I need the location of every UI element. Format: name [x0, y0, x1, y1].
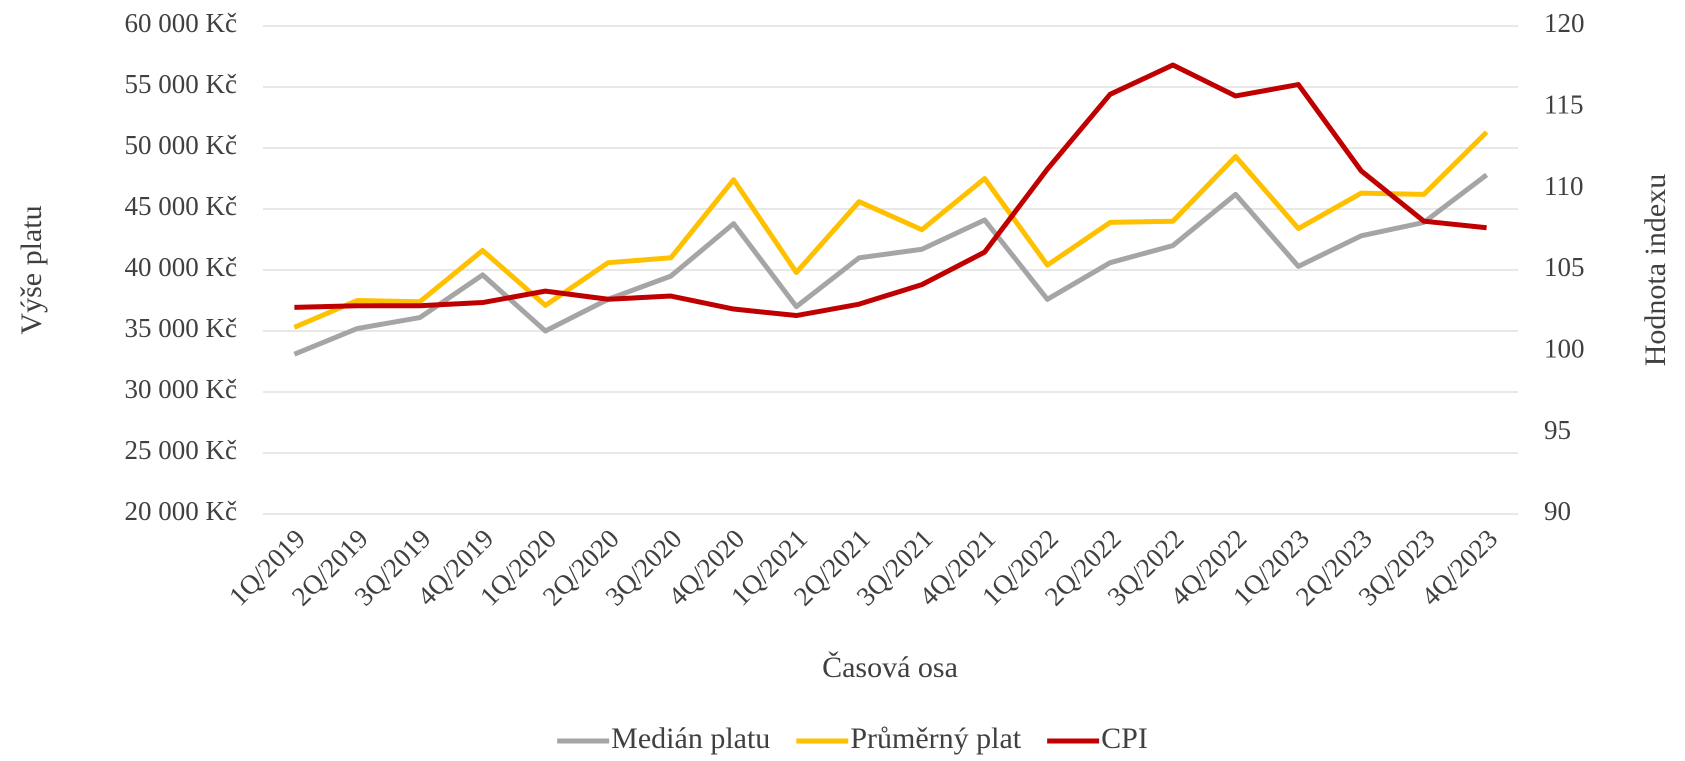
series-line	[293, 172, 1489, 357]
y2-tick-label: 120	[1544, 8, 1585, 38]
y2-tick-label: 115	[1544, 90, 1584, 120]
y2-tick-label: 100	[1544, 334, 1585, 364]
y-tick-label: 25 000 Kč	[125, 435, 237, 465]
legend-label: Průměrný plat	[850, 722, 1021, 755]
y2-tick-label: 110	[1544, 171, 1584, 201]
y-tick-label: 20 000 Kč	[125, 496, 237, 526]
y-tick-label: 35 000 Kč	[125, 313, 237, 343]
y2-axis-title: Hodnota indexu	[1639, 174, 1672, 366]
y2-tick-label: 95	[1544, 415, 1571, 445]
series-line	[294, 62, 1487, 319]
series-line	[293, 130, 1489, 330]
y-tick-label: 40 000 Kč	[125, 252, 237, 282]
y2-tick-label: 105	[1544, 252, 1585, 282]
legend: Medián platu Průměrný plat CPI	[557, 722, 1148, 755]
y-tick-label: 50 000 Kč	[125, 130, 237, 160]
y2-tick-label: 90	[1544, 496, 1571, 526]
y-tick-label: 30 000 Kč	[125, 374, 237, 404]
legend-label: CPI	[1101, 722, 1148, 755]
y-tick-label: 55 000 Kč	[125, 69, 237, 99]
y-axis-title: Výše platu	[15, 205, 48, 334]
legend-label: Medián platu	[611, 722, 770, 755]
x-axis-title: Časová osa	[822, 651, 958, 684]
y-tick-label: 60 000 Kč	[125, 8, 237, 38]
y-tick-label: 45 000 Kč	[125, 191, 237, 221]
